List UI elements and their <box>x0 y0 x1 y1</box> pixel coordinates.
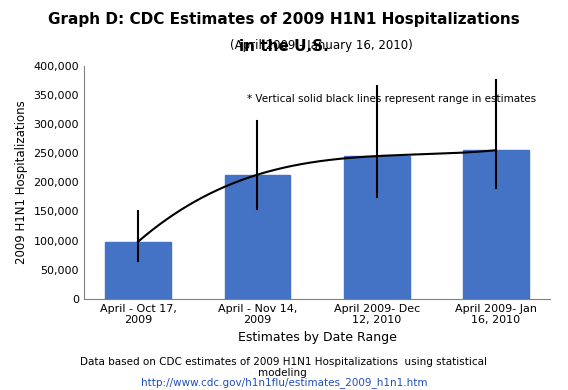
Bar <box>463 150 529 299</box>
Y-axis label: 2009 H1N1 Hospitalizations: 2009 H1N1 Hospitalizations <box>15 100 28 264</box>
Text: http://www.cdc.gov/h1n1flu/estimates_2009_h1n1.htm: http://www.cdc.gov/h1n1flu/estimates_200… <box>141 377 427 388</box>
Text: Graph D: CDC Estimates of 2009 H1N1 Hospitalizations: Graph D: CDC Estimates of 2009 H1N1 Hosp… <box>48 12 520 27</box>
Text: * Vertical solid black lines represent range in estimates: * Vertical solid black lines represent r… <box>247 94 536 104</box>
X-axis label: Estimates by Date Range: Estimates by Date Range <box>237 331 396 344</box>
Bar <box>344 156 410 299</box>
Text: (April 2009 - January 16, 2010): (April 2009 - January 16, 2010) <box>229 39 412 52</box>
Text: Data based on CDC estimates of 2009 H1N1 Hospitalizations  using statistical
mod: Data based on CDC estimates of 2009 H1N1… <box>81 357 487 378</box>
Bar <box>224 175 290 299</box>
Text: in the U.S.: in the U.S. <box>239 39 329 54</box>
Bar <box>105 242 171 299</box>
